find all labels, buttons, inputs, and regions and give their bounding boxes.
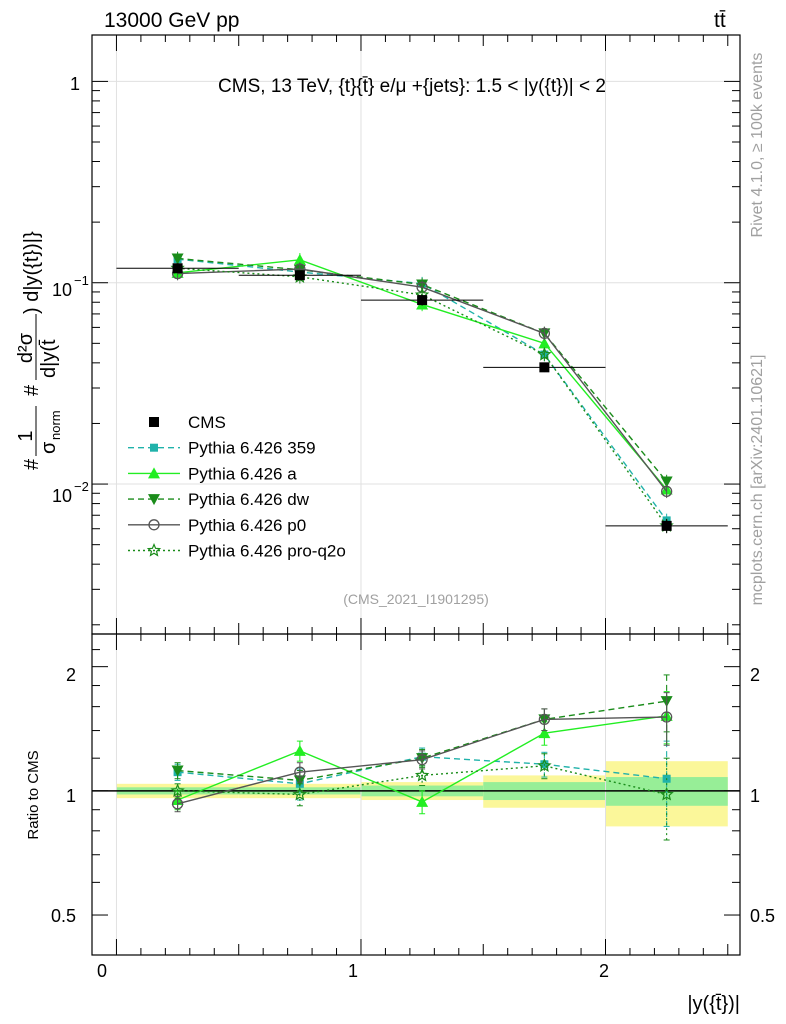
legend-label-3: Pythia 6.426 dw xyxy=(188,490,310,509)
legend-label-5: Pythia 6.426 pro-q2o xyxy=(188,542,346,561)
y-tick-exp-01: −1 xyxy=(74,273,89,288)
y-axis-label: # 1 σ norm # d²σ d|y(t̄ ) d|y({t})|} xyxy=(15,231,63,470)
ratio-point-series-4 xyxy=(659,786,674,801)
ratio-point-series-2 xyxy=(171,765,184,777)
ratio-tick-label-2-left: 2 xyxy=(66,665,76,685)
ratio-plot: 2 1 0.5 2 1 0.5 Ratio to CMS 0 1 2 |y({t… xyxy=(25,633,775,1015)
ratio-line-series-0 xyxy=(177,755,667,785)
ratio-point-series-4 xyxy=(292,786,308,801)
x-axis-label: |y({t̄})| xyxy=(687,993,740,1015)
ylabel-sigma: σ xyxy=(38,441,60,454)
legend-marker-1 xyxy=(150,443,158,452)
main-point-series-4 xyxy=(537,346,552,361)
ylabel-num: d²σ xyxy=(15,332,37,363)
data-point xyxy=(539,362,550,373)
ratio-point-series-1 xyxy=(293,744,306,756)
ylabel-one: 1 xyxy=(15,430,37,441)
svg-text:#: # xyxy=(21,458,43,470)
plot-title: CMS, 13 TeV, {t}{t̄} e/μ +{jets}: 1.5 < … xyxy=(218,76,606,97)
legend-marker-3 xyxy=(148,494,160,506)
legend-label-1: Pythia 6.426 359 xyxy=(188,439,316,458)
ylabel-tail: ) d|y({t})|} xyxy=(21,231,43,314)
ratio-point-series-1 xyxy=(538,727,551,739)
ratio-point-series-3 xyxy=(171,798,184,810)
x-tick-label-2: 2 xyxy=(599,961,609,981)
ratio-point-series-4 xyxy=(170,783,185,797)
legend-label-0: CMS xyxy=(188,413,226,432)
data-point xyxy=(417,295,428,306)
ratio-point-series-4 xyxy=(537,758,552,772)
x-tick-label-0: 0 xyxy=(97,961,107,981)
ylabel-hash1: # xyxy=(21,458,43,470)
ratio-line-series-4 xyxy=(177,765,667,796)
analysis-id: (CMS_2021_I1901295) xyxy=(343,591,489,607)
ylabel-norm: norm xyxy=(48,410,63,440)
ratio-point-series-3 xyxy=(660,711,673,723)
ratio-tick-label-1-left: 1 xyxy=(66,786,76,806)
ratio-tick-label-1-right: 1 xyxy=(750,786,760,806)
ratio-line-series-2 xyxy=(177,700,667,782)
legend-marker-0 xyxy=(149,417,159,427)
y-tick-base-01: 10 xyxy=(52,280,72,300)
rivet-version-label: Rivet 4.1.0, ≥ 100k events xyxy=(749,53,766,238)
data-point xyxy=(172,263,183,274)
legend-label-4: Pythia 6.426 p0 xyxy=(188,516,306,535)
ylabel-hash2: # xyxy=(21,384,43,396)
main-point-series-2 xyxy=(171,253,184,265)
ratio-y-axis-label: Ratio to CMS xyxy=(25,750,42,839)
mcplots-source-label: mcplots.cern.ch [arXiv:2401.10621] xyxy=(749,355,766,606)
process-label: tt̄ xyxy=(714,9,726,32)
data-point xyxy=(294,270,305,281)
ratio-tick-label-2-right: 2 xyxy=(750,665,760,685)
legend-marker-5 xyxy=(146,542,162,557)
ratio-tick-label-05-right: 0.5 xyxy=(750,906,775,926)
svg-text:σ: σ xyxy=(38,441,60,454)
main-point-series-1 xyxy=(538,337,551,349)
main-point-series-3 xyxy=(660,485,673,498)
legend-marker-2 xyxy=(148,467,160,479)
ratio-point-series-1 xyxy=(416,795,429,807)
energy-label: 13000 GeV pp xyxy=(104,9,239,32)
main-plot: CMS, 13 TeV, {t}{t̄} e/μ +{jets}: 1.5 < … xyxy=(15,34,741,635)
ratio-point-series-4 xyxy=(414,767,430,782)
y-tick-label-01: 10 xyxy=(52,280,72,300)
ratio-point-series-3 xyxy=(538,713,551,726)
y-tick-label-1: 1 xyxy=(70,74,80,94)
ylabel-den: d|y(t̄ xyxy=(38,339,60,378)
ratio-point-series-3 xyxy=(416,754,428,766)
data-point xyxy=(661,520,672,531)
ratio-tick-label-05-left: 0.5 xyxy=(51,906,76,926)
y-tick-label-001: 10 xyxy=(52,486,72,506)
main-point-series-2 xyxy=(660,476,673,488)
x-tick-label-1: 1 xyxy=(348,961,358,981)
legend-label-2: Pythia 6.426 a xyxy=(188,464,297,483)
legend-marker-4 xyxy=(148,519,160,531)
legend: CMS Pythia 6.426 359 Pythia 6.426 a Pythia … xyxy=(128,413,346,561)
main-point-series-1 xyxy=(293,253,306,265)
y-tick-exp-001: −2 xyxy=(74,479,89,494)
main-point-series-3 xyxy=(538,327,551,340)
ratio-point-series-3 xyxy=(294,766,306,778)
y-tick-base-001: 10 xyxy=(52,486,72,506)
ratio-plot-frame xyxy=(91,633,741,956)
